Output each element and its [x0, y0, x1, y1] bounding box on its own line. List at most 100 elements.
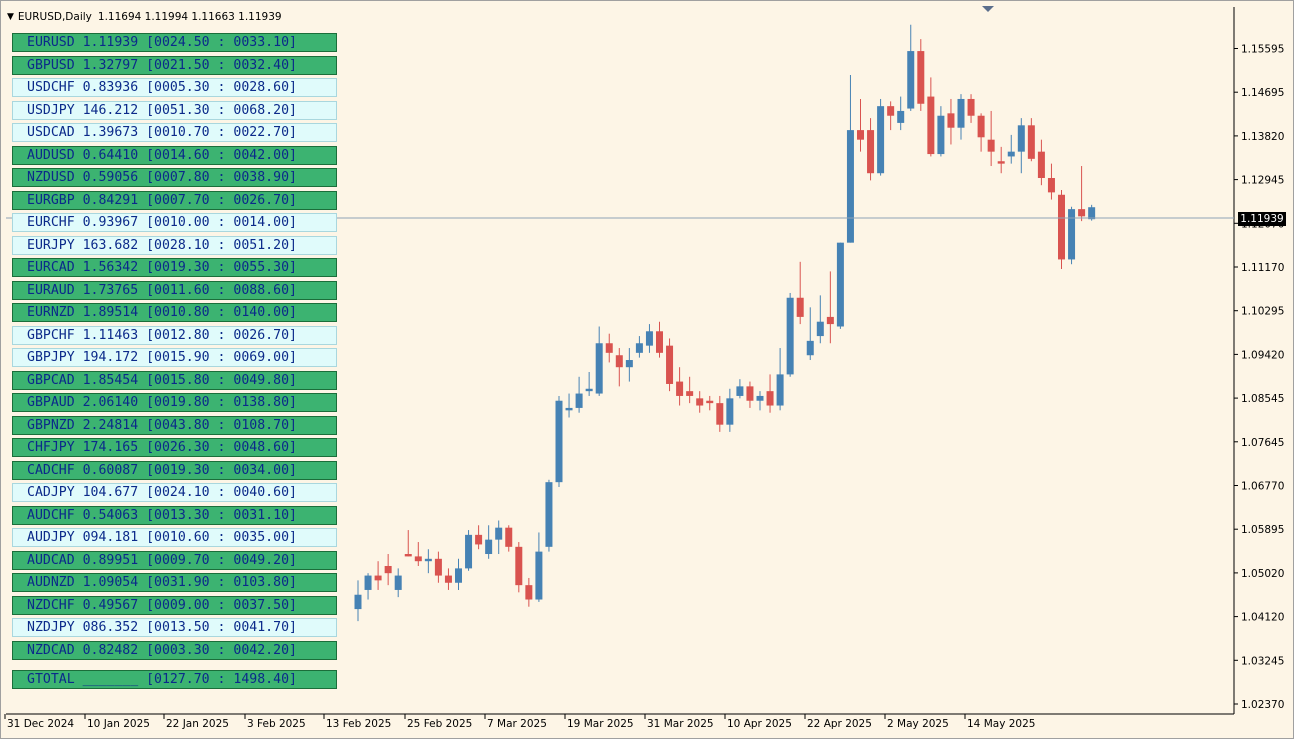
y-tick-label: 1.02370: [1241, 699, 1284, 711]
x-tick-label: 25 Feb 2025: [407, 718, 472, 730]
pair-row-gbpchf[interactable]: GBPCHF 1.11463 [0012.80 : 0026.70]: [12, 326, 337, 345]
candle-body: [937, 116, 944, 154]
candle-body: [887, 106, 894, 116]
candle-body: [405, 554, 412, 556]
candles-group: [355, 25, 1096, 621]
candle-body: [686, 391, 693, 396]
candle-body: [1028, 125, 1035, 159]
candle-body: [556, 401, 563, 482]
pair-row-gbpjpy[interactable]: GBPJPY 194.172 [0015.90 : 0069.00]: [12, 348, 337, 367]
candle-body: [656, 331, 663, 353]
candle-body: [988, 140, 995, 152]
candle-body: [465, 535, 472, 569]
pair-row-audchf[interactable]: AUDCHF 0.54063 [0013.30 : 0031.10]: [12, 506, 337, 525]
x-tick-label: 14 May 2025: [967, 718, 1035, 730]
x-tick-label: 3 Feb 2025: [247, 718, 306, 730]
candle-body: [1058, 195, 1065, 260]
dropdown-triangle-icon[interactable]: ▼: [7, 12, 14, 22]
candle-body: [877, 106, 884, 173]
candle-body: [696, 398, 703, 405]
pair-row-audjpy[interactable]: AUDJPY 094.181 [0010.60 : 0035.00]: [12, 528, 337, 547]
shift-marker-icon[interactable]: [982, 6, 994, 12]
x-tick-label: 19 Mar 2025: [567, 718, 634, 730]
candle-body: [505, 528, 512, 547]
candle-body: [927, 97, 934, 154]
candle-body: [666, 346, 673, 384]
candle-body: [515, 547, 522, 585]
y-tick-label: 1.04120: [1241, 612, 1284, 624]
pair-row-gbpaud[interactable]: GBPAUD 2.06140 [0019.80 : 0138.80]: [12, 393, 337, 412]
y-tick-label: 1.09420: [1241, 349, 1284, 361]
candle-body: [968, 99, 975, 116]
candle-body: [355, 595, 362, 609]
y-tick-label: 1.12945: [1241, 175, 1284, 187]
pair-row-eurgbp[interactable]: EURGBP 0.84291 [0007.70 : 0026.70]: [12, 191, 337, 210]
candle-body: [445, 576, 452, 583]
pair-row-gbpnzd[interactable]: GBPNZD 2.24814 [0043.80 : 0108.70]: [12, 416, 337, 435]
pair-row-audnzd[interactable]: AUDNZD 1.09054 [0031.90 : 0103.80]: [12, 573, 337, 592]
candle-body: [827, 317, 834, 324]
x-tick-label: 22 Apr 2025: [807, 718, 872, 730]
pair-row-usdchf[interactable]: USDCHF 0.83936 [0005.30 : 0028.60]: [12, 78, 337, 97]
candle-body: [1008, 152, 1015, 157]
pair-row-audcad[interactable]: AUDCAD 0.89951 [0009.70 : 0049.20]: [12, 551, 337, 570]
pair-row-cadchf[interactable]: CADCHF 0.60087 [0019.30 : 0034.00]: [12, 461, 337, 480]
candle-body: [676, 382, 683, 396]
x-tick-label: 31 Mar 2025: [647, 718, 714, 730]
candle-body: [907, 51, 914, 108]
candle-body: [606, 343, 613, 353]
pair-row-gbpusd[interactable]: GBPUSD 1.32797 [0021.50 : 0032.40]: [12, 56, 337, 75]
candle-body: [566, 408, 573, 410]
x-tick-label: 10 Jan 2025: [87, 718, 150, 730]
candle-body: [636, 343, 643, 353]
pair-row-eurusd[interactable]: EURUSD 1.11939 [0024.50 : 0033.10]: [12, 33, 337, 52]
chart-symbol: EURUSD,Daily: [18, 11, 92, 23]
pair-row-eurchf[interactable]: EURCHF 0.93967 [0010.00 : 0014.00]: [12, 213, 337, 232]
candle-body: [978, 116, 985, 138]
candle-body: [375, 576, 382, 581]
pair-row-eurcad[interactable]: EURCAD 1.56342 [0019.30 : 0055.30]: [12, 258, 337, 277]
current-price-label: 1.11939: [1238, 212, 1286, 226]
chart-ohlc: 1.11694 1.11994 1.11663 1.11939: [98, 11, 282, 23]
y-tick-label: 1.08545: [1241, 393, 1284, 405]
pair-row-euraud[interactable]: EURAUD 1.73765 [0011.60 : 0088.60]: [12, 281, 337, 300]
candle-body: [525, 585, 532, 599]
candle-body: [435, 559, 442, 576]
y-tick-label: 1.07645: [1241, 437, 1284, 449]
pair-row-usdjpy[interactable]: USDJPY 146.212 [0051.30 : 0068.20]: [12, 101, 337, 120]
price-axis: 1.155951.146951.138201.129451.120701.111…: [1234, 44, 1284, 740]
pair-row-audusd[interactable]: AUDUSD 0.64410 [0014.60 : 0042.00]: [12, 146, 337, 165]
candle-body: [847, 130, 854, 243]
x-tick-label: 13 Feb 2025: [326, 718, 391, 730]
candle-body: [415, 556, 422, 561]
candle-body: [767, 391, 774, 405]
candle-body: [817, 322, 824, 336]
pair-row-nzdcad[interactable]: NZDCAD 0.82482 [0003.30 : 0042.20]: [12, 641, 337, 660]
candle-body: [576, 394, 583, 408]
candle-body: [1018, 125, 1025, 151]
candle-body: [365, 576, 372, 590]
candle-body: [385, 566, 392, 573]
candle-body: [746, 386, 753, 400]
pair-row-gbpcad[interactable]: GBPCAD 1.85454 [0015.80 : 0049.80]: [12, 371, 337, 390]
pair-row-nzdchf[interactable]: NZDCHF 0.49567 [0009.00 : 0037.50]: [12, 596, 337, 615]
candle-body: [646, 331, 653, 345]
pair-row-nzdjpy[interactable]: NZDJPY 086.352 [0013.50 : 0041.70]: [12, 618, 337, 637]
candle-body: [616, 355, 623, 367]
pair-row-nzdusd[interactable]: NZDUSD 0.59056 [0007.80 : 0038.90]: [12, 168, 337, 187]
candle-body: [917, 51, 924, 104]
y-tick-label: 1.05020: [1241, 568, 1284, 580]
candle-body: [947, 113, 954, 127]
pair-row-chfjpy[interactable]: CHFJPY 174.165 [0026.30 : 0048.60]: [12, 438, 337, 457]
pair-row-usdcad[interactable]: USDCAD 1.39673 [0010.70 : 0022.70]: [12, 123, 337, 142]
pair-row-cadjpy[interactable]: CADJPY 104.677 [0024.10 : 0040.60]: [12, 483, 337, 502]
x-tick-label: 22 Jan 2025: [166, 718, 229, 730]
candle-body: [455, 568, 462, 582]
candle-body: [757, 396, 764, 401]
candle-body: [1088, 207, 1095, 219]
pair-row-eurnzd[interactable]: EURNZD 1.89514 [0010.80 : 0140.00]: [12, 303, 337, 322]
candle-body: [425, 559, 432, 561]
candle-body: [716, 403, 723, 425]
pair-row-eurjpy[interactable]: EURJPY 163.682 [0028.10 : 0051.20]: [12, 236, 337, 255]
